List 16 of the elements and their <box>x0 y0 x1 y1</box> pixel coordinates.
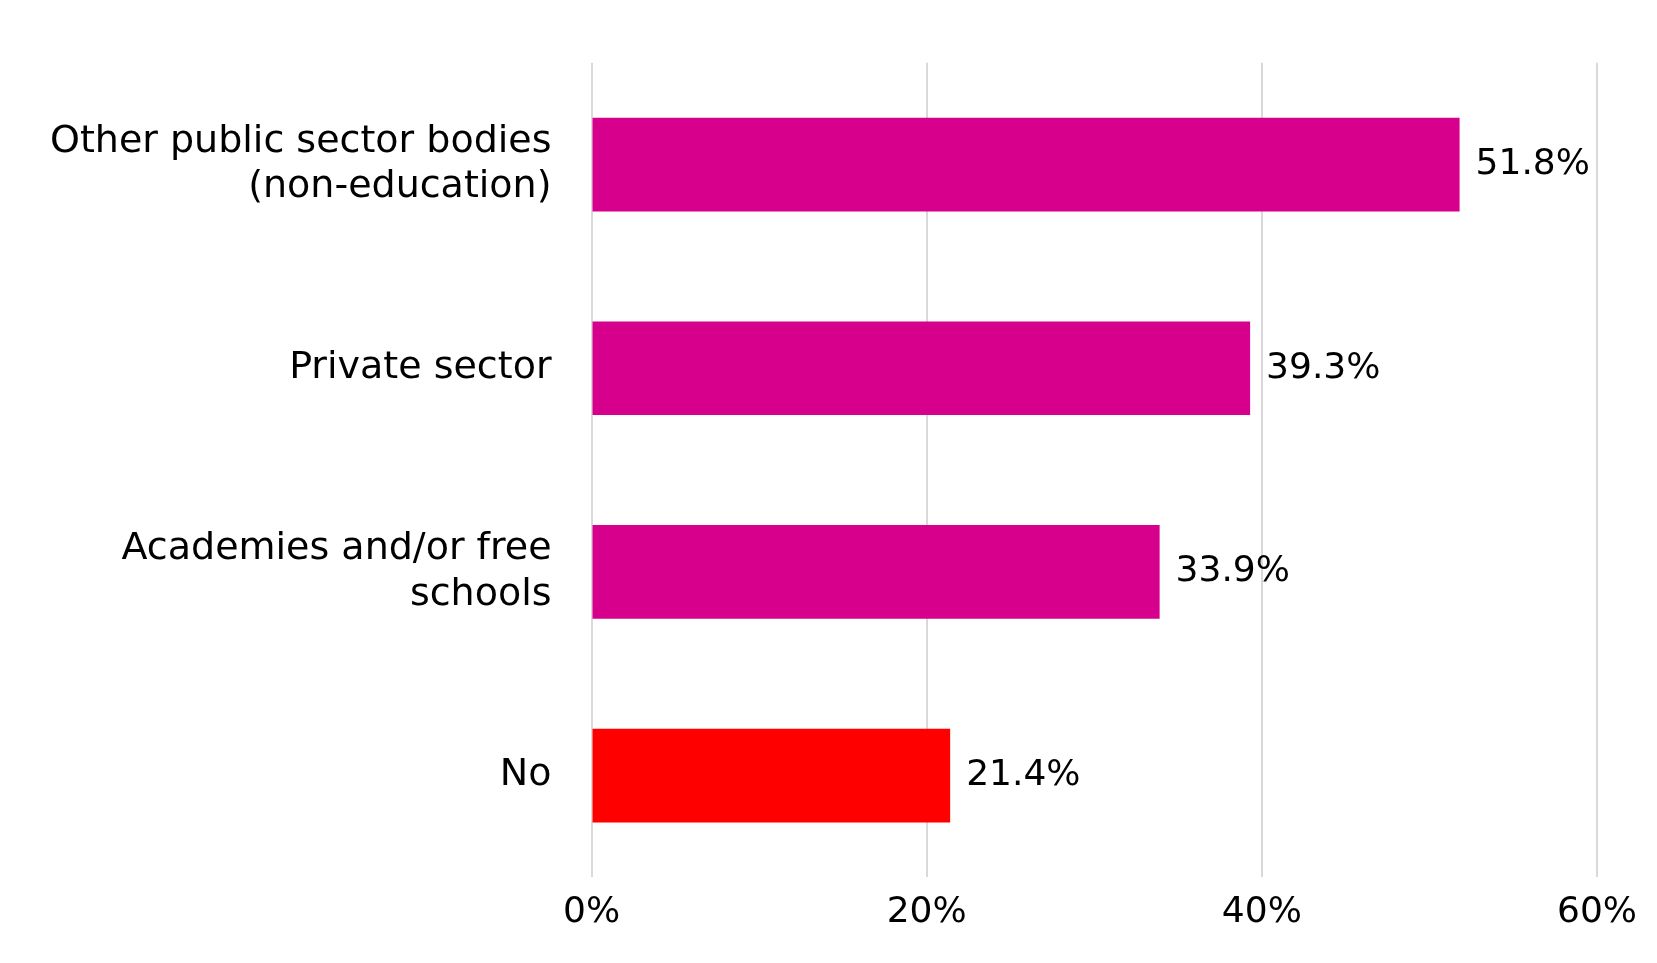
y-tick-label: Other public sector bodies (non-education) <box>49 116 552 207</box>
bar <box>592 117 1460 212</box>
data-label: 33.9% <box>1175 548 1290 590</box>
data-label: 21.4% <box>966 751 1081 793</box>
data-label: 51.8% <box>1475 140 1590 182</box>
data-label: 39.3% <box>1266 344 1381 386</box>
bar <box>592 525 1160 619</box>
x-tick-label: 40% <box>1221 889 1302 931</box>
x-tick-label: 0% <box>562 889 621 931</box>
y-tick-label: No <box>499 750 552 795</box>
bar <box>592 728 951 823</box>
x-tick-label: 60% <box>1556 889 1638 931</box>
x-tick-label: 20% <box>886 889 967 931</box>
bar <box>592 321 1251 416</box>
y-tick-label: Private sector <box>289 343 552 388</box>
y-tick-label: Academies and/or free schools <box>121 524 552 614</box>
